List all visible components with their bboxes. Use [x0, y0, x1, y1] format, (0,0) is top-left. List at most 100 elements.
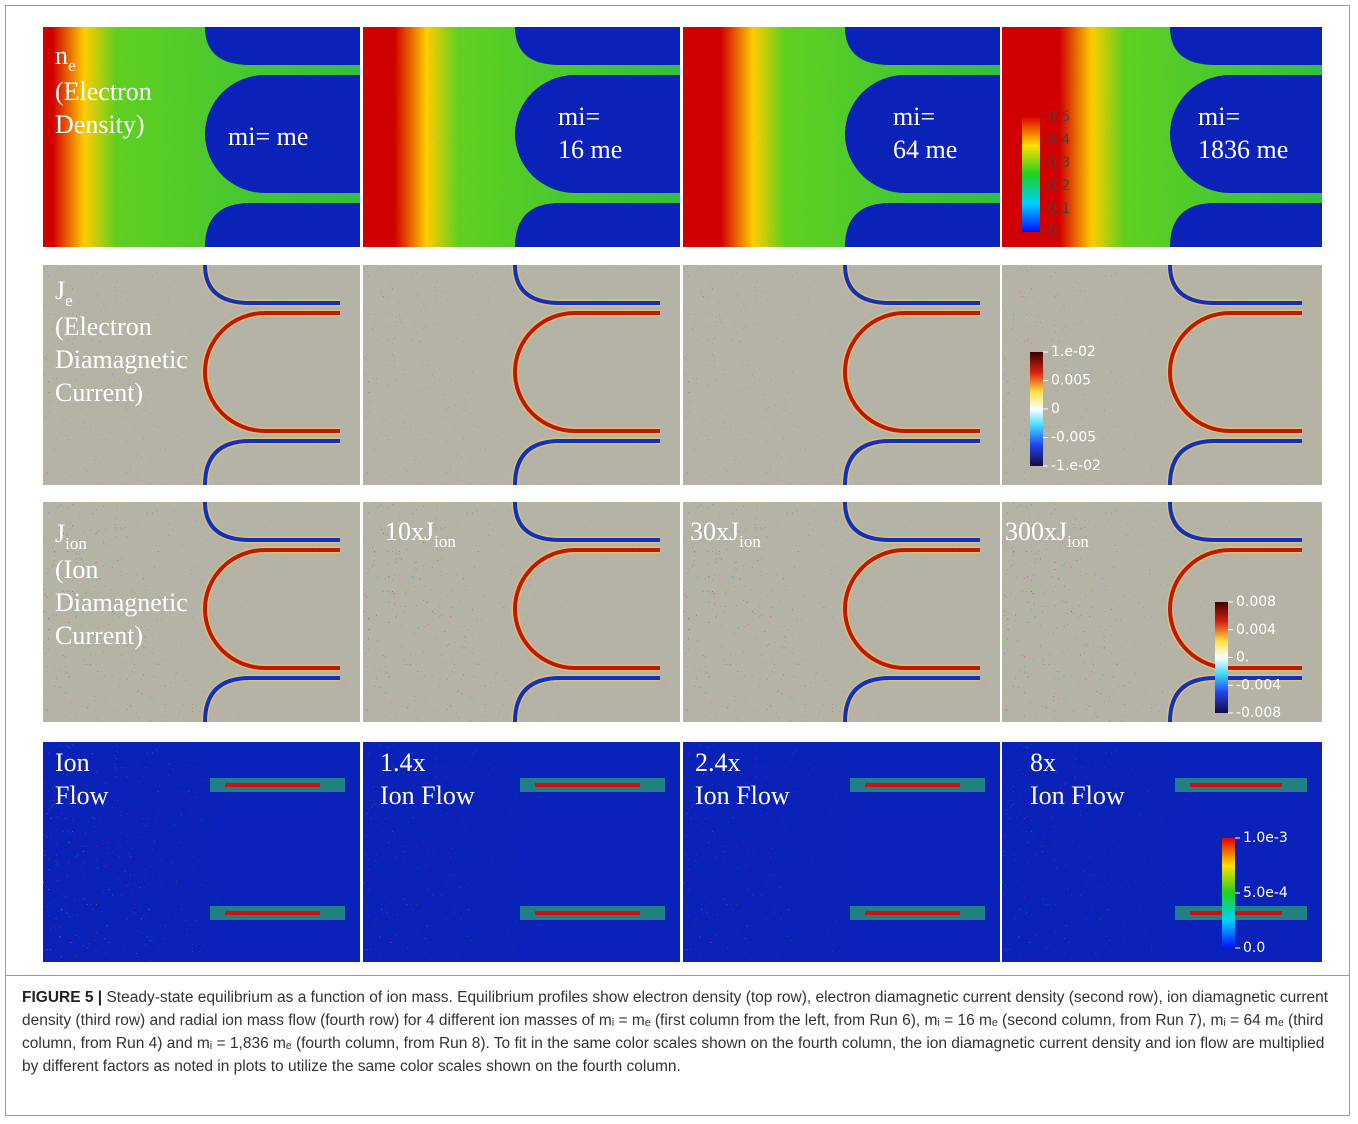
label-main: J — [55, 519, 65, 548]
colorbar — [1022, 117, 1040, 232]
panel-label: Current) — [55, 621, 143, 650]
panel: Jion (Ion Diamagnetic Current) — [43, 502, 360, 722]
colorbar — [1030, 352, 1043, 466]
label-sub: ion — [1067, 532, 1089, 551]
colorbar-label: 0. — [1236, 650, 1249, 666]
panel-label: Diamagnetic — [55, 588, 188, 617]
noise — [1002, 265, 1322, 485]
panel-label: mi= me — [228, 122, 308, 151]
panel-label: Density) — [55, 110, 145, 139]
panel — [1002, 265, 1322, 485]
page: {"figure": { "rows": [ {"panels": [ {"la… — [0, 0, 1358, 1124]
label-sub: ion — [739, 532, 761, 551]
panel-label: 16 me — [558, 135, 622, 164]
vacuum-region — [515, 742, 680, 780]
panel-label: Ion Flow — [695, 781, 790, 810]
vacuum-region — [845, 742, 1000, 780]
panel-label: mi= — [558, 102, 600, 131]
label-sub: ion — [65, 534, 87, 553]
vacuum-region — [515, 75, 680, 193]
colorbar-label: 1.e-02 — [1051, 344, 1096, 360]
vacuum-region — [205, 27, 360, 65]
vacuum-region — [205, 918, 360, 962]
label-main: 10xJ — [385, 517, 434, 546]
panel-label: Ion — [55, 748, 90, 777]
caption-label: FIGURE 5 | — [22, 989, 102, 1006]
jet — [225, 783, 320, 787]
colorbar — [1215, 602, 1228, 713]
panel: 1.4x Ion Flow — [363, 742, 680, 962]
colorbar — [1222, 838, 1235, 948]
panel-label: 1836 me — [1198, 135, 1288, 164]
vacuum-region — [515, 27, 680, 65]
colorbar-label: 0 — [1051, 401, 1060, 417]
vacuum-region — [845, 203, 1000, 247]
vacuum-region — [205, 742, 360, 780]
panel-label: 8x — [1030, 748, 1056, 777]
colorbar-label: 1.0e-3 — [1243, 830, 1288, 846]
panel-label: 2.4x — [695, 748, 741, 777]
jet — [535, 783, 640, 787]
label-sub: ion — [434, 532, 456, 551]
panel: mi= 16 me — [363, 27, 680, 247]
vacuum-region — [845, 75, 1000, 193]
panel — [363, 265, 680, 485]
vacuum-region — [515, 790, 680, 908]
vacuum-region — [1170, 742, 1322, 780]
vacuum-region — [1170, 203, 1322, 247]
vacuum-region — [515, 203, 680, 247]
label-main: J — [55, 276, 65, 305]
colorbar-label: 0.4 — [1048, 132, 1070, 148]
panel-label: Ion Flow — [380, 781, 475, 810]
panel-label: (Ion — [55, 555, 98, 584]
vacuum-region — [845, 27, 1000, 65]
panel-label: 1.4x — [380, 748, 426, 777]
vacuum-region — [845, 918, 1000, 962]
jet — [865, 911, 960, 915]
divider — [5, 975, 1350, 976]
label-main: 300xJ — [1005, 517, 1067, 546]
vacuum-region — [205, 203, 360, 247]
panel-label: (Electron — [55, 77, 152, 106]
colorbar-label: 0.2 — [1048, 178, 1070, 194]
colorbar-label: 0.0 — [1243, 940, 1265, 956]
panel: 2.4x Ion Flow — [683, 742, 1000, 962]
colorbar-label: 0.008 — [1236, 594, 1276, 610]
colorbar-label: -1.e-02 — [1051, 458, 1101, 474]
vacuum-region — [515, 918, 680, 962]
panel: mi= 64 me — [683, 27, 1000, 247]
colorbar-label: 0.3 — [1048, 155, 1070, 171]
vacuum-region — [1170, 75, 1322, 193]
colorbar-label: 0. — [1048, 224, 1061, 240]
panel-label: mi= — [1198, 102, 1240, 131]
panel-label: mi= — [893, 102, 935, 131]
vacuum-region — [205, 790, 360, 908]
noise — [683, 265, 1000, 485]
label-main: n — [55, 41, 68, 70]
vacuum-region — [1170, 27, 1322, 65]
panel-label: (Electron — [55, 312, 152, 341]
panel-label: Flow — [55, 781, 109, 810]
colorbar-label: 0.004 — [1236, 622, 1276, 638]
jet — [1190, 911, 1282, 915]
panel-label: Ion Flow — [1030, 781, 1125, 810]
label-sub: e — [65, 291, 73, 310]
jet — [225, 911, 320, 915]
label-main: 30xJ — [690, 517, 739, 546]
colorbar-label: -0.004 — [1236, 677, 1281, 693]
panel-label: 64 me — [893, 135, 957, 164]
noise — [43, 265, 360, 485]
caption-text: Steady-state equilibrium as a function o… — [22, 989, 1328, 1075]
panel: Ion Flow — [43, 742, 360, 962]
colorbar-label: 0.1 — [1048, 201, 1070, 217]
noise — [683, 27, 845, 247]
panel: 8x Ion Flow — [1002, 742, 1322, 962]
jet — [1190, 783, 1282, 787]
colorbar-label: -0.008 — [1236, 705, 1281, 721]
panel: ne(ElectronDensity)mi= me — [43, 27, 360, 247]
panel-label: Diamagnetic — [55, 345, 188, 374]
panel: 30xJion — [683, 502, 1000, 722]
caption: FIGURE 5 | Steady-state equilibrium as a… — [22, 986, 1338, 1078]
panel — [683, 265, 1000, 485]
